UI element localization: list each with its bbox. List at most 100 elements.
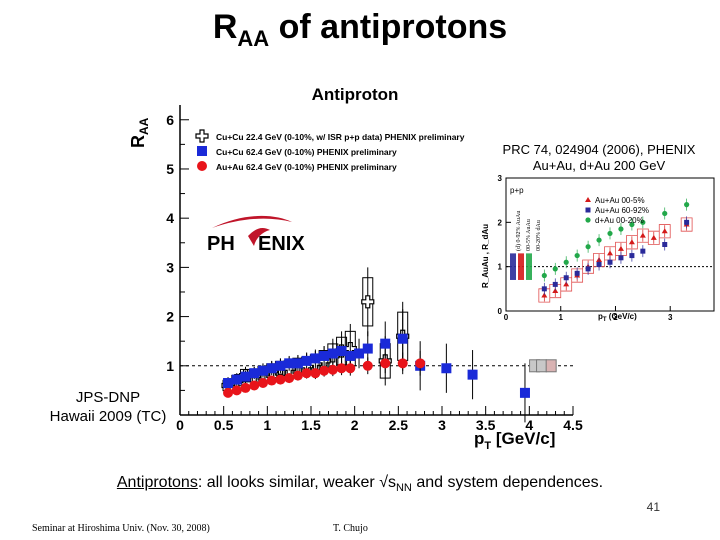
inset-vertical-label: (d) 0-92% AuAu bbox=[515, 211, 522, 251]
data-point bbox=[336, 363, 347, 374]
data-point bbox=[319, 350, 330, 361]
inset-citation: PRC 74, 024904 (2006), PHENIX Au+Au, d+A… bbox=[480, 142, 718, 174]
inset-data-point bbox=[629, 253, 635, 259]
data-point bbox=[441, 363, 452, 374]
data-point bbox=[223, 378, 234, 389]
inset-data-point bbox=[552, 281, 558, 287]
inset-data-point bbox=[552, 288, 559, 294]
data-point bbox=[249, 380, 260, 391]
data-point bbox=[197, 146, 207, 156]
inset-series-1 bbox=[541, 216, 690, 295]
y-tick-label: 3 bbox=[166, 259, 174, 275]
data-point bbox=[240, 382, 251, 393]
phenix-logo: PH ENIX bbox=[207, 215, 305, 255]
inset-data-point bbox=[585, 266, 591, 272]
x-tick-label: 0 bbox=[176, 417, 184, 433]
x-tick-label: 2 bbox=[351, 417, 359, 433]
data-point bbox=[266, 363, 277, 374]
inset-data-point bbox=[541, 272, 547, 279]
data-point bbox=[397, 358, 408, 369]
data-point bbox=[380, 358, 391, 369]
inset-norm-box bbox=[518, 253, 524, 280]
data-point bbox=[345, 350, 356, 361]
inset-x-tick-label: 0 bbox=[504, 313, 509, 322]
inset-legend-marker bbox=[585, 217, 591, 223]
data-point bbox=[362, 360, 373, 371]
slide-number: 41 bbox=[646, 500, 660, 514]
data-point bbox=[467, 369, 478, 380]
x-tick-label: 1 bbox=[263, 417, 271, 433]
x-tick-label: 2.5 bbox=[389, 417, 409, 433]
data-point bbox=[231, 374, 242, 385]
x-tick-label: 4 bbox=[525, 417, 533, 433]
data-point bbox=[284, 358, 295, 369]
inset-syst-boxes bbox=[538, 217, 693, 303]
raa-inset-chart: 0 1 2 3 0 1 2 3 pT (GeV/c) R_AuAu , R_dAu p+p (d) 0… bbox=[481, 174, 715, 323]
inset-x-tick-label: 2 bbox=[613, 313, 618, 322]
data-point bbox=[519, 387, 530, 398]
data-point bbox=[197, 161, 207, 171]
data-point bbox=[275, 360, 286, 371]
data-point bbox=[240, 371, 251, 382]
inset-data-point bbox=[640, 219, 646, 225]
inset-data-point bbox=[541, 292, 548, 298]
inset-data-point bbox=[563, 275, 569, 281]
inset-norm-box bbox=[510, 253, 516, 280]
data-point bbox=[380, 338, 391, 349]
inset-legend-marker bbox=[585, 197, 591, 202]
inset-data-point bbox=[574, 252, 580, 259]
inset-panel-label: p+p bbox=[510, 186, 524, 195]
inset-legend-entry: Au+Au 00-5% bbox=[595, 196, 645, 205]
inset-data-point bbox=[628, 239, 635, 245]
logo-flame bbox=[248, 228, 270, 246]
inset-data-point bbox=[618, 255, 624, 261]
conference-line2: Hawaii 2009 (TC) bbox=[49, 408, 167, 425]
data-point bbox=[397, 333, 408, 344]
legend-entry: Cu+Cu 62.4 GeV (0-10%) PHENIX preliminar… bbox=[216, 147, 397, 157]
inset-citation-line1: PRC 74, 024904 (2006), PHENIX bbox=[502, 142, 696, 157]
data-point bbox=[266, 375, 277, 386]
inset-data-point bbox=[596, 261, 602, 267]
data-point bbox=[292, 370, 303, 381]
inset-data-point bbox=[585, 244, 591, 250]
inset-y-label: R_AuAu , R_dAu bbox=[481, 224, 490, 288]
x-tick-label: 3.5 bbox=[476, 417, 496, 433]
inset-data-point bbox=[640, 248, 646, 254]
syst-box bbox=[536, 359, 548, 373]
inset-data-point bbox=[650, 234, 657, 240]
inset-panel: 0 1 2 3 0 1 2 3 pT (GeV/c) R_AuAu , R_dAu p+p (d) 0… bbox=[478, 138, 720, 324]
data-point bbox=[301, 355, 312, 366]
inset-data-point bbox=[563, 259, 569, 265]
y-axis-label: RAA bbox=[128, 117, 151, 148]
inset-data-point bbox=[607, 259, 613, 265]
inset-data-point bbox=[639, 232, 646, 238]
inset-data-point bbox=[661, 228, 668, 234]
y-tick-label: 1 bbox=[166, 358, 174, 374]
slide-title: RAA of antiprotons bbox=[212, 8, 508, 51]
data-point bbox=[310, 353, 321, 364]
legend-entry: Au+Au 62.4 GeV (0-10%) PHENIX preliminar… bbox=[216, 162, 397, 172]
inset-legend: Au+Au 00-5%Au+Au 60-92%d+Au 00-20% bbox=[585, 196, 649, 225]
inset-y-tick-label: 3 bbox=[498, 174, 503, 183]
data-point bbox=[361, 295, 375, 309]
data-point bbox=[223, 387, 234, 398]
inset-data-point bbox=[618, 226, 624, 232]
inset-data-point bbox=[574, 270, 580, 276]
data-point bbox=[345, 363, 356, 374]
data-point bbox=[257, 365, 268, 376]
y-tick-label: 6 bbox=[166, 112, 174, 128]
inset-data-point bbox=[596, 237, 602, 243]
logo-swoosh bbox=[212, 215, 292, 228]
inset-data-point bbox=[617, 245, 624, 251]
chart-title: Antiproton bbox=[312, 85, 399, 104]
inset-x-tick-label: 1 bbox=[559, 313, 564, 322]
x-tick-label: 1.5 bbox=[301, 417, 321, 433]
syst-box bbox=[545, 359, 557, 373]
inset-y-tick-label: 0 bbox=[498, 307, 503, 316]
data-point bbox=[249, 368, 260, 379]
inset-vertical-label: 00-5% AuAu bbox=[526, 219, 532, 251]
inset-legend-entry: Au+Au 60-92% bbox=[595, 206, 649, 215]
series-1 bbox=[223, 309, 530, 423]
summary-text: Antiprotons: all looks similar, weaker √… bbox=[116, 474, 604, 495]
data-point bbox=[275, 374, 286, 385]
